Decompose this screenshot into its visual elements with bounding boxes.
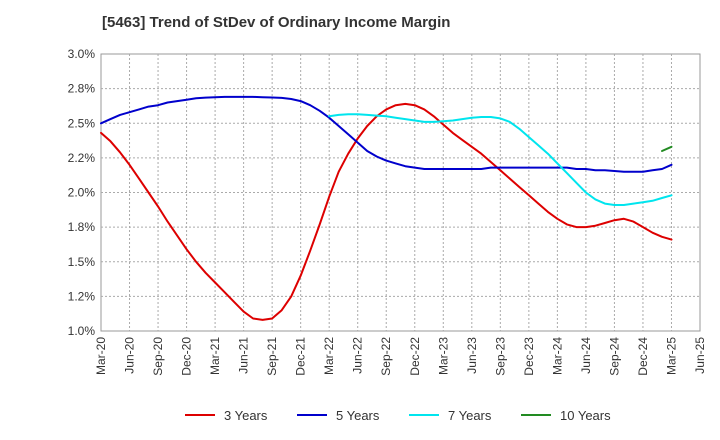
x-tick-label: Sep-24 [607, 337, 621, 376]
legend-label: 5 Years [336, 408, 380, 423]
y-tick-label: 2.2% [68, 151, 96, 165]
x-axis: Mar-20 Jun-20 Sep-20 Dec-20 Mar-21 Jun-21 Sep-… [94, 337, 707, 376]
x-tick-label: Mar-20 [94, 337, 108, 375]
legend-item: 5 Years [297, 408, 380, 423]
plot-area [100, 53, 701, 332]
y-axis: 1.0% 1.2% 1.5% 1.8% 2.0% 2.2% 2.5% 2.8% 3.0% [68, 47, 96, 338]
x-tick-label: Sep-23 [493, 337, 507, 376]
series-line [100, 102, 673, 321]
legend-item: 10 Years [521, 408, 611, 423]
legend-item: 3 Years [185, 408, 268, 423]
x-tick-label: Dec-22 [408, 337, 422, 376]
y-tick-label: 2.5% [68, 116, 96, 130]
x-tick-label: Mar-24 [550, 337, 564, 375]
legend-label: 10 Years [560, 408, 611, 423]
x-tick-label: Dec-21 [294, 337, 308, 376]
y-tick-label: 1.2% [68, 289, 96, 303]
x-tick-label: Jun-23 [465, 337, 479, 374]
x-tick-label: Dec-24 [636, 337, 650, 376]
legend-label: 3 Years [224, 408, 268, 423]
y-tick-label: 2.8% [68, 82, 96, 96]
x-tick-label: Sep-21 [265, 337, 279, 376]
x-tick-label: Jun-25 [693, 337, 707, 374]
y-tick-label: 3.0% [68, 47, 96, 61]
series-line [100, 95, 673, 173]
x-tick-label: Jun-21 [237, 337, 251, 374]
legend-label: 7 Years [448, 408, 492, 423]
series-line [661, 145, 673, 152]
x-tick-label: Jun-20 [123, 337, 137, 374]
x-tick-label: Sep-20 [151, 337, 165, 376]
series-line [328, 113, 673, 206]
chart-title: [5463] Trend of StDev of Ordinary Income… [102, 14, 451, 31]
y-tick-label: 2.0% [68, 186, 96, 200]
legend: 3 Years 5 Years 7 Years 10 Years [185, 408, 611, 423]
x-tick-label: Jun-22 [351, 337, 365, 374]
series-lines [100, 95, 673, 321]
y-tick-label: 1.8% [68, 220, 96, 234]
x-tick-label: Mar-25 [664, 337, 678, 375]
x-tick-label: Dec-23 [522, 337, 536, 376]
y-tick-label: 1.0% [68, 324, 96, 338]
x-tick-label: Mar-23 [436, 337, 450, 375]
legend-item: 7 Years [409, 408, 492, 423]
x-tick-label: Mar-22 [322, 337, 336, 375]
x-tick-label: Dec-20 [180, 337, 194, 376]
x-tick-label: Jun-24 [579, 337, 593, 374]
x-tick-label: Mar-21 [208, 337, 222, 375]
x-tick-label: Sep-22 [379, 337, 393, 376]
y-tick-label: 1.5% [68, 255, 96, 269]
